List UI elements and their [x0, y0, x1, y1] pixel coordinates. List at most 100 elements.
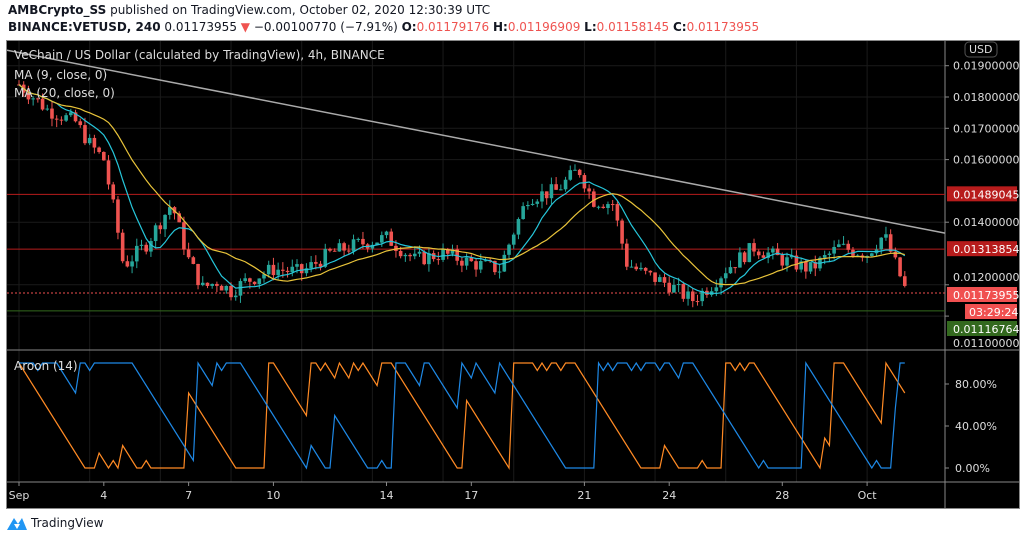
price-level-label: 0.01313854 — [953, 243, 1019, 256]
candle-body — [450, 249, 455, 254]
candle-body — [563, 179, 568, 190]
candle-body — [648, 270, 653, 273]
candle-body — [412, 253, 417, 257]
candle-body — [248, 278, 252, 282]
candle-body — [177, 213, 181, 223]
candle-body — [271, 264, 276, 276]
candle-body — [40, 98, 45, 110]
candle-body — [163, 214, 167, 230]
symbol: BINANCE:VETUSD, 240 — [8, 20, 161, 34]
candle-body — [780, 255, 785, 266]
candle-body — [252, 281, 257, 285]
candle-body — [841, 243, 846, 245]
candle-body — [182, 222, 186, 250]
chart-svg[interactable]: VeChain / US Dollar (calculated by Tradi… — [6, 41, 1019, 508]
candle-body — [789, 255, 794, 258]
candle-body — [662, 277, 667, 283]
candle-body — [493, 260, 497, 273]
candle-body — [596, 206, 601, 208]
candle-body — [191, 257, 196, 264]
candle-body — [870, 253, 874, 257]
time-tick-label: 4 — [100, 489, 107, 502]
price-level-label: 0.01489045 — [953, 188, 1019, 201]
candle-body — [441, 248, 445, 260]
candle-body — [719, 278, 723, 288]
candle-body — [516, 219, 521, 235]
candle-body — [568, 170, 573, 180]
candle-body — [723, 273, 728, 279]
low-value: 0.01158145 — [596, 20, 670, 34]
chart[interactable]: VeChain / US Dollar (calculated by Tradi… — [6, 40, 1020, 509]
candle-body — [794, 255, 799, 270]
candle-body — [771, 248, 775, 253]
candle-body — [323, 248, 328, 267]
candle-body — [695, 301, 700, 303]
price-tick-label: 0.01200000 — [953, 271, 1019, 284]
candle-body — [610, 204, 615, 206]
candle-body — [521, 206, 525, 220]
candle-body — [766, 252, 770, 258]
candle-body — [427, 253, 431, 265]
candle-body — [158, 225, 163, 230]
candle-body — [549, 184, 554, 199]
candle-body — [544, 191, 549, 199]
candle-body — [653, 272, 657, 282]
candle-body — [436, 259, 441, 261]
candle-body — [347, 250, 351, 252]
time-tick-label: Sep — [9, 489, 30, 502]
candle-body — [483, 260, 488, 262]
candle-body — [733, 267, 737, 269]
open-label: O: — [401, 20, 417, 34]
close-label: C: — [672, 20, 687, 34]
candle-body — [460, 260, 464, 266]
price-level-tag — [947, 321, 1017, 336]
candle-body — [676, 284, 681, 286]
candle-body — [337, 243, 342, 252]
publisher: AMBCrypto_SS — [8, 3, 107, 17]
candle-body — [902, 276, 907, 286]
price-level-tag — [947, 287, 1017, 302]
time-tick-label: 17 — [464, 489, 478, 502]
candle-body — [318, 263, 323, 267]
candle-body — [615, 204, 620, 221]
candle-body — [775, 248, 780, 256]
symbol-info: BINANCE:VETUSD, 240 0.01173955 ▼ −0.0010… — [8, 20, 759, 34]
last-price: 0.01173955 — [164, 20, 237, 34]
candle-body — [116, 199, 120, 233]
low-label: L: — [584, 20, 597, 34]
price-level-label: 0.01116764 — [953, 323, 1019, 336]
candle-body — [243, 278, 247, 282]
candle-body — [535, 201, 540, 204]
candle-body — [45, 108, 50, 110]
candle-body — [290, 266, 295, 273]
candle-body — [690, 291, 695, 302]
price-tick-label: 0.01400000 — [953, 216, 1019, 229]
currency-label: USD — [969, 43, 993, 56]
candle-body — [738, 252, 742, 268]
time-tick-label: 7 — [185, 489, 192, 502]
candle-body — [50, 108, 54, 119]
candle-body — [328, 248, 332, 251]
high-label: H: — [492, 20, 508, 34]
candle-body — [408, 254, 412, 257]
candle-body — [257, 278, 262, 285]
candle-body — [445, 248, 450, 254]
candle-body — [714, 287, 719, 292]
candle-body — [761, 255, 766, 258]
tradingview-logo[interactable]: TradingView — [6, 515, 104, 531]
candle-body — [474, 261, 478, 270]
candle-body — [587, 188, 591, 192]
candle-body — [102, 151, 106, 161]
candle-body — [888, 234, 893, 252]
candle-body — [804, 261, 808, 272]
candle-body — [210, 283, 214, 286]
candle-body — [59, 119, 64, 121]
price-change: −0.00100770 (−7.91%) — [253, 20, 398, 34]
countdown-tag — [965, 304, 1017, 319]
time-tick-label: Oct — [858, 489, 878, 502]
candle-body — [592, 191, 596, 207]
candle-body — [577, 169, 582, 176]
candle-body — [54, 118, 59, 120]
candle-body — [837, 244, 841, 247]
time-tick-label: 28 — [775, 489, 789, 502]
